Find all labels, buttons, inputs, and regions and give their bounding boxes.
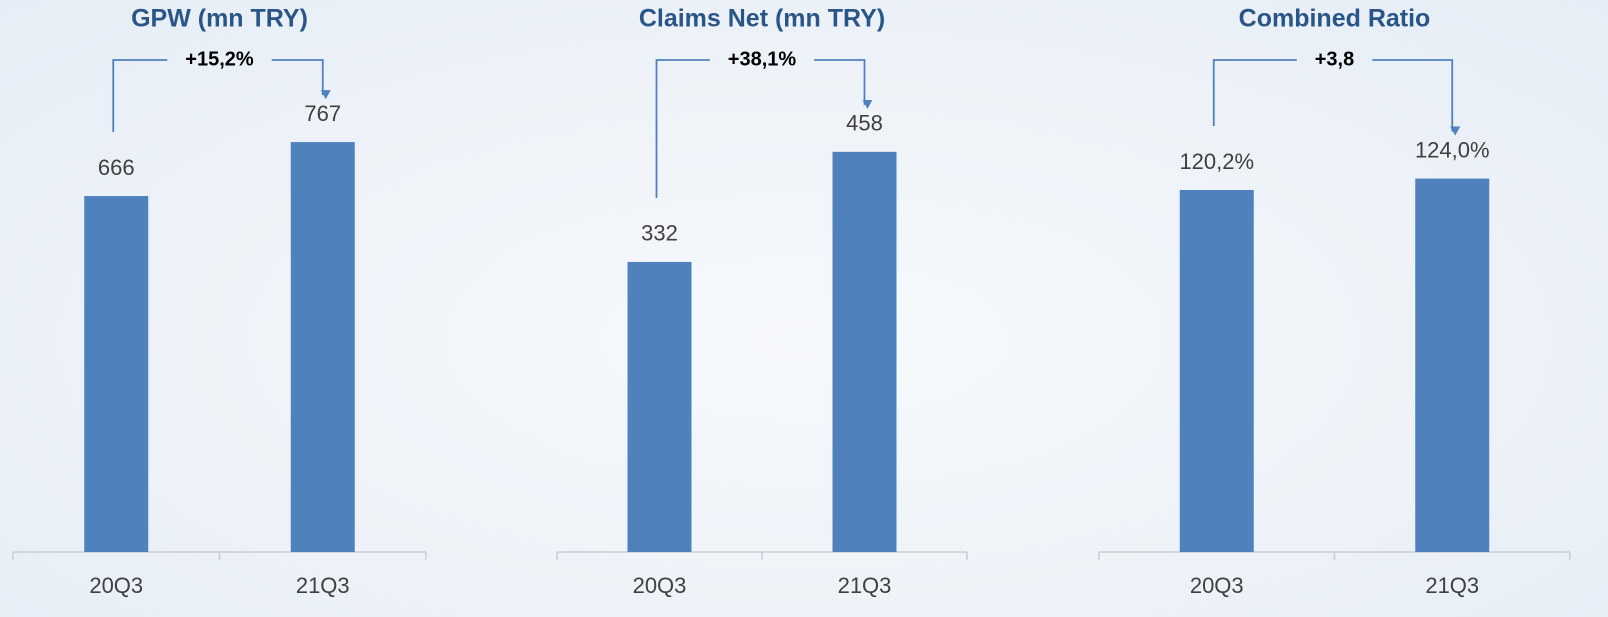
bar	[290, 142, 355, 552]
x-tick-label: 21Q3	[296, 573, 350, 598]
bar	[627, 261, 692, 552]
bar	[832, 151, 897, 552]
value-label: 332	[641, 221, 678, 246]
value-label: 120,2%	[1179, 149, 1254, 174]
value-label: 666	[98, 155, 135, 180]
change-label: +38,1%	[728, 48, 797, 70]
x-tick-label: 20Q3	[89, 573, 143, 598]
bar	[1179, 189, 1254, 552]
change-label: +3,8	[1315, 48, 1354, 70]
bar	[84, 196, 149, 552]
change-bracket	[655, 59, 710, 198]
x-tick-label: 21Q3	[1425, 573, 1479, 598]
change-bracket	[1212, 59, 1297, 126]
value-label: 767	[304, 101, 341, 126]
change-bracket	[112, 59, 168, 133]
chart-title: Combined Ratio	[1239, 5, 1431, 33]
chart-title: GPW (mn TRY)	[131, 5, 308, 33]
change-arrow	[271, 59, 331, 100]
change-arrow	[1372, 59, 1461, 136]
change-label: +15,2%	[185, 48, 254, 70]
change-arrow	[814, 59, 873, 109]
x-tick-label: 20Q3	[633, 573, 687, 598]
x-tick-label: 20Q3	[1190, 573, 1244, 598]
x-tick-label: 21Q3	[838, 573, 892, 598]
value-label: 124,0%	[1415, 137, 1490, 162]
value-label: 458	[846, 111, 883, 136]
bar	[1415, 178, 1490, 552]
chart-title: Claims Net (mn TRY)	[639, 5, 885, 33]
